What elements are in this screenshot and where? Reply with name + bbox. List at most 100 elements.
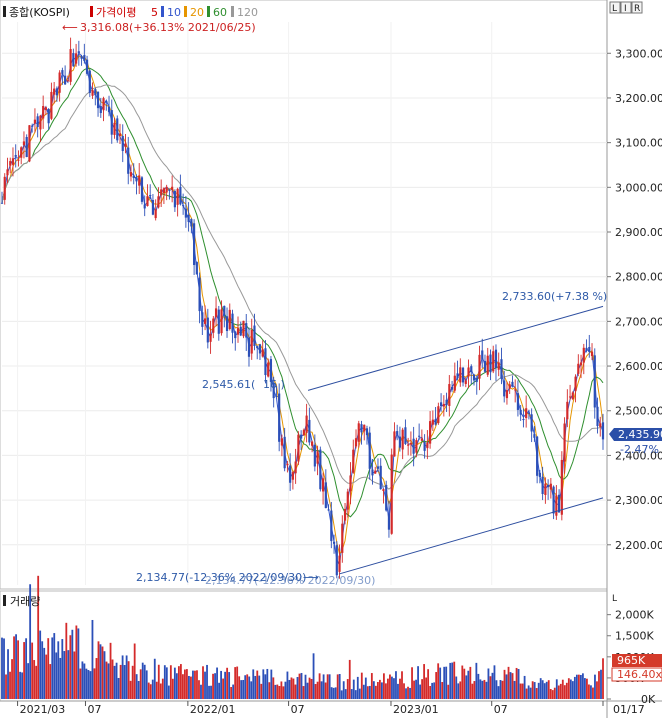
volume-bar [364,677,367,699]
candle-body [201,312,204,327]
candle-body [335,545,338,576]
volume-bar [286,671,289,699]
channel-top-annotation: 2,733.60(+7.38 %) [502,290,607,303]
volume-bar [565,682,568,699]
candle-body [85,59,89,74]
volume-bar [525,688,528,699]
annotations: ⟵ 3,316.08(+36.13% 2021/06/25) 2,733.60(… [62,21,607,587]
candle-body [33,119,37,124]
candle-body [357,423,360,442]
volume-bar [11,659,13,699]
volume-bar [278,685,281,699]
volume-bar [214,673,216,699]
price-tick-label: 2,900.00 [615,226,662,239]
volume-bar [310,678,313,699]
volume-bar [600,669,602,699]
volume-bar [393,678,395,699]
volume-tick-label: 1,500K [615,630,654,643]
candle-body [22,141,26,146]
candle-body [472,374,476,381]
high-arrow: ⟵ [62,21,78,34]
candle-body [330,510,333,542]
volume-bar [366,686,369,699]
candle-body [179,186,182,205]
axis-button-i[interactable] [620,1,632,14]
volume-bar [73,651,76,699]
candle-body [387,513,391,530]
volume-bar [248,676,251,699]
volume-bar [586,678,588,699]
candle-body [247,337,251,357]
volume-bar [33,660,36,699]
candle-body [385,484,388,511]
axis-toggle-buttons[interactable]: L I R [609,1,643,14]
volume-bar [308,677,311,699]
volume-bar [274,684,277,699]
candle-body [151,199,155,215]
volume-bar [51,637,54,699]
axis-button-r[interactable] [631,1,643,14]
candle-body [560,459,563,515]
candle-body [527,412,530,414]
ma-20-line [1,54,604,556]
volume-bar [358,688,361,699]
volume-bar [545,681,548,699]
candle-body [349,475,352,492]
candle-body [555,495,558,516]
volume-bar [234,667,237,699]
candle-body [426,442,429,449]
volume-bar [439,667,442,699]
volume-bar [139,669,142,699]
candle-body [420,438,423,441]
volume-bar [553,687,556,699]
candle-body [36,116,39,128]
candle-body [245,323,248,338]
candle-body [223,305,226,316]
candle-body [516,393,520,410]
volume-bar [485,681,488,699]
volume-bar [584,678,586,699]
volume-bar [342,681,345,699]
volume-bar [35,665,38,699]
candle-body [162,188,166,194]
volume-bar [220,670,222,699]
volume-bar [376,682,379,699]
volume-bar [119,664,122,699]
candle-body [475,378,478,382]
low-annotation-overlap: 2,134.77(-12.36% 2022/09/30) [205,574,375,587]
volume-bar [182,674,184,699]
candle-body [58,72,61,93]
candle-body [195,262,198,275]
volume-bar [328,674,331,699]
volume-bar [352,679,355,699]
candle-body [300,434,303,439]
volume-bar [77,628,80,699]
candle-body [321,478,325,492]
volume-bar [206,664,208,699]
candle-body [582,347,585,363]
volume-bar [27,663,30,699]
volume-bar [491,672,494,699]
volume-bar [222,678,225,699]
candle-body [327,509,330,511]
candle-body [118,133,122,136]
volume-bar [216,667,218,699]
candle-body [568,396,572,398]
candle-body [154,209,157,219]
volume-bar [179,664,182,699]
volume-bar [151,679,154,699]
volume-bar [145,670,148,699]
candle-body [3,176,6,200]
candle-body [497,362,500,370]
candle-body [272,382,275,399]
candle-body [593,355,596,408]
volume-bar [57,641,60,699]
ma-60-label: 60 [213,6,227,19]
axis-button-l[interactable] [609,1,621,14]
volume-bar [429,686,432,699]
volume-bar [113,665,116,699]
volume-bar [85,668,88,699]
volume-bar [99,644,102,699]
volume-axis-button-l[interactable]: L [612,594,617,604]
